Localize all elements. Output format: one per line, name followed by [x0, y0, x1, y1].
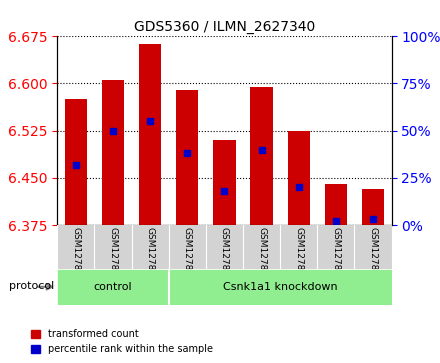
Bar: [280, 225, 317, 269]
Legend: transformed count, percentile rank within the sample: transformed count, percentile rank withi…: [27, 326, 217, 358]
Text: GSM1278259: GSM1278259: [71, 227, 80, 288]
Text: GSM1278262: GSM1278262: [183, 227, 192, 287]
Bar: [65, 99, 87, 225]
Bar: [317, 225, 355, 269]
Bar: [132, 225, 169, 269]
Text: Csnk1a1 knockdown: Csnk1a1 knockdown: [223, 282, 337, 292]
Bar: [57, 269, 169, 305]
Bar: [355, 225, 392, 269]
Bar: [169, 269, 392, 305]
Text: GSM1278263: GSM1278263: [220, 227, 229, 288]
Bar: [176, 90, 198, 225]
Bar: [102, 80, 124, 225]
Bar: [362, 189, 384, 225]
Bar: [139, 44, 161, 225]
Text: GSM1278267: GSM1278267: [369, 227, 378, 288]
Bar: [325, 184, 347, 225]
Bar: [94, 225, 132, 269]
Bar: [206, 225, 243, 269]
Bar: [213, 140, 235, 225]
Text: GSM1278265: GSM1278265: [294, 227, 303, 288]
Text: protocol: protocol: [9, 281, 54, 291]
Text: GSM1278266: GSM1278266: [331, 227, 341, 288]
Bar: [243, 225, 280, 269]
Bar: [250, 87, 273, 225]
Text: GSM1278261: GSM1278261: [146, 227, 154, 288]
Text: control: control: [94, 282, 132, 292]
Bar: [57, 225, 94, 269]
Text: GSM1278264: GSM1278264: [257, 227, 266, 287]
Bar: [288, 131, 310, 225]
Text: GSM1278260: GSM1278260: [108, 227, 117, 288]
Title: GDS5360 / ILMN_2627340: GDS5360 / ILMN_2627340: [134, 20, 315, 34]
Bar: [169, 225, 206, 269]
